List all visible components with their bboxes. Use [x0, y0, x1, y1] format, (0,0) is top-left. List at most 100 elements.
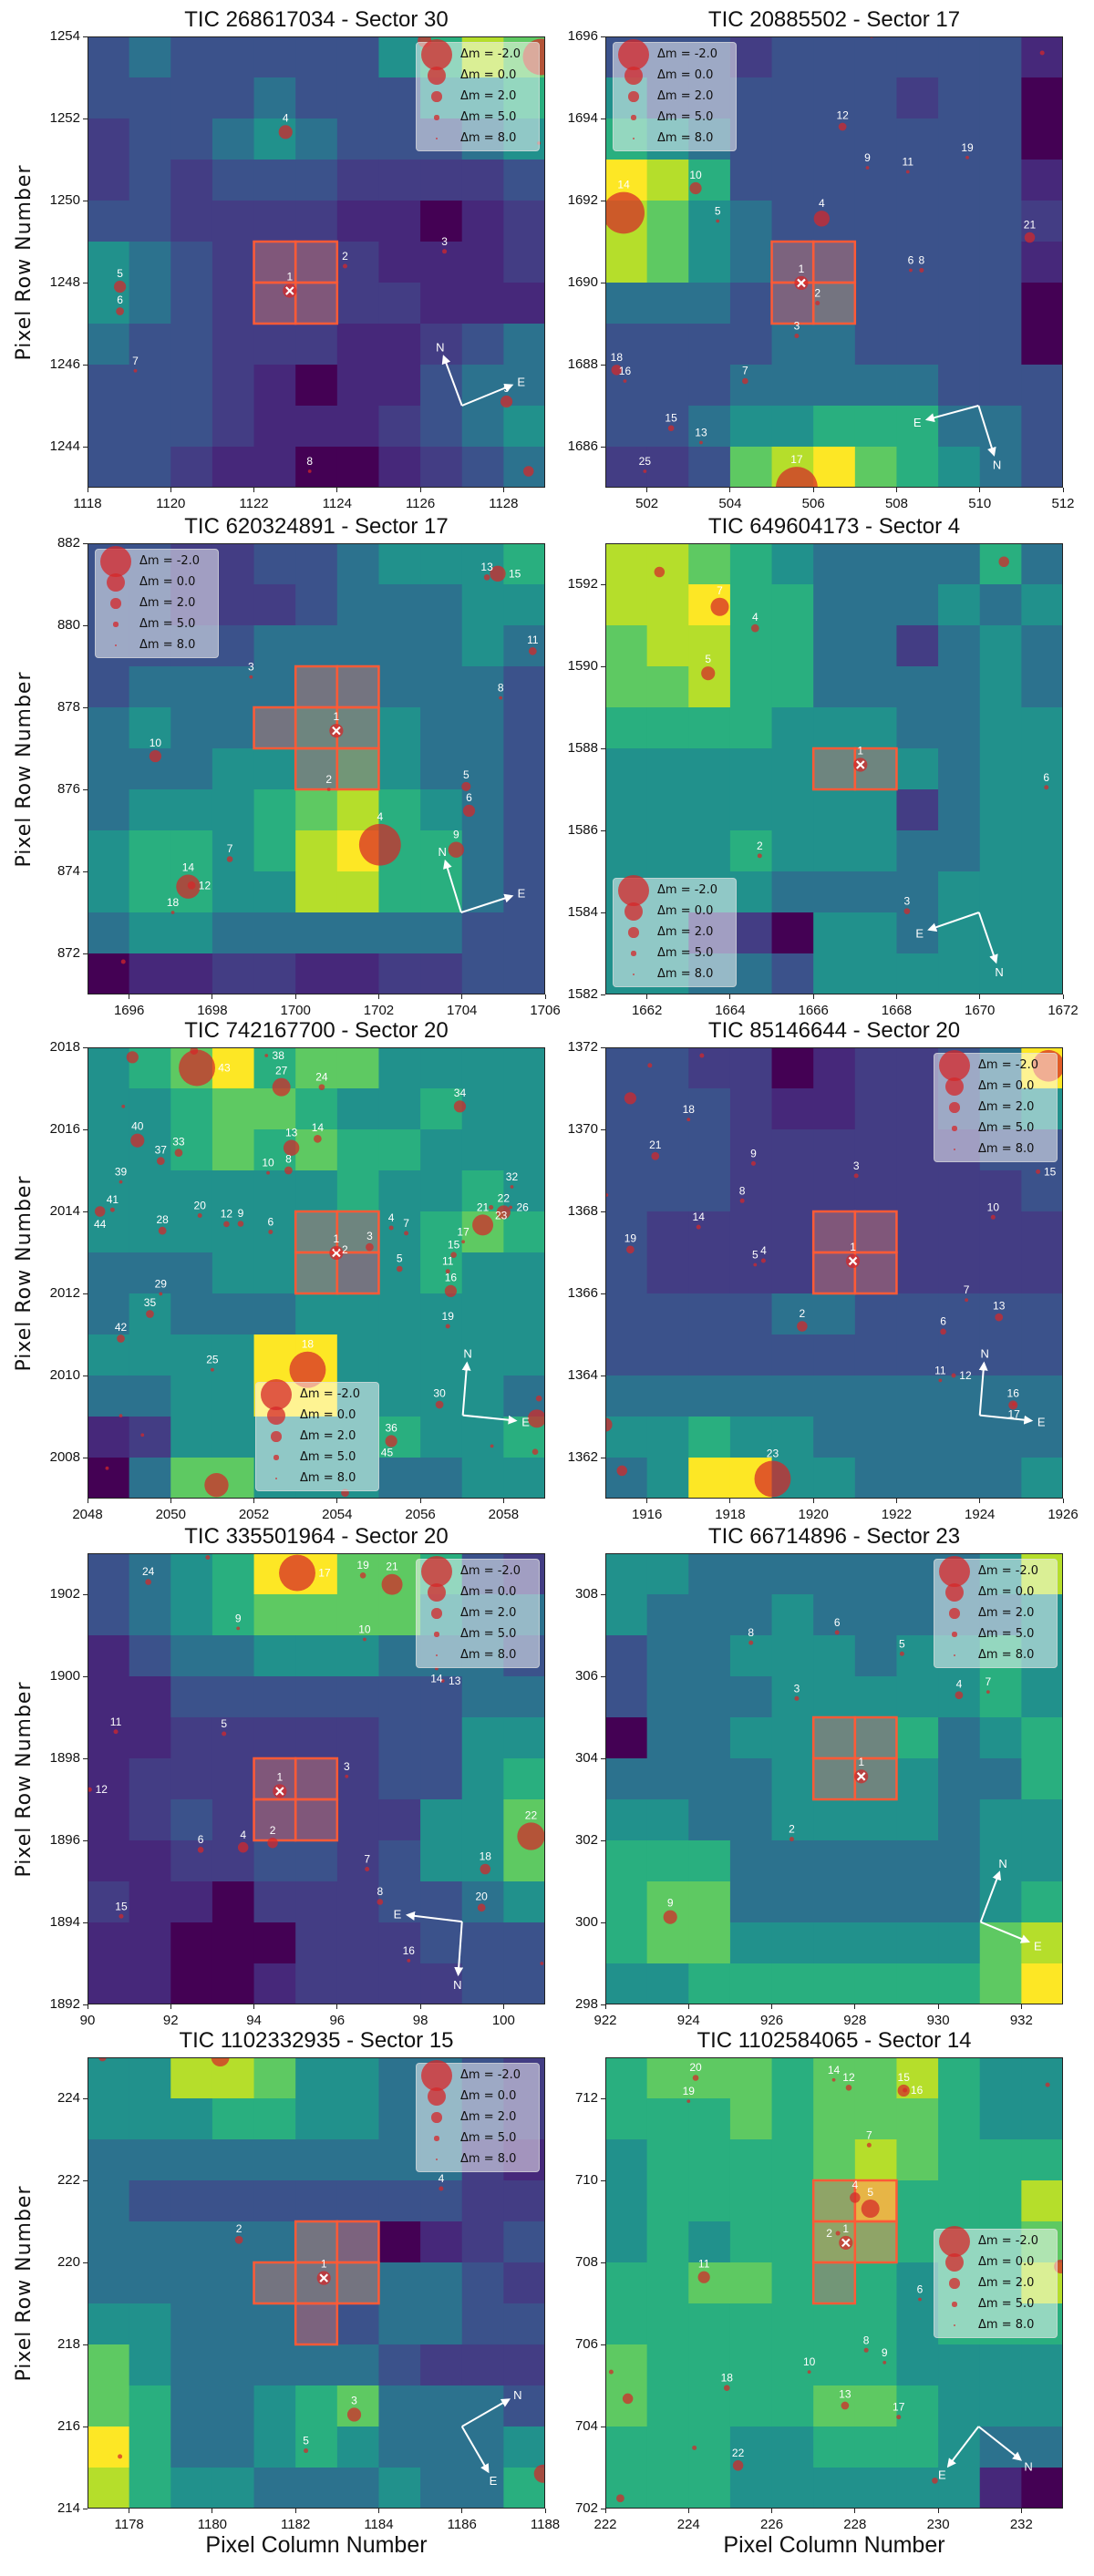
flux-pixel [420, 1717, 463, 1759]
x-tick-label: 92 [162, 2013, 179, 2028]
flux-pixel [605, 1376, 648, 1417]
y-tick-label: 1690 [567, 274, 598, 290]
flux-pixel [253, 2180, 296, 2222]
flux-pixel [88, 406, 130, 448]
y-tick-label: 1902 [49, 1586, 80, 1602]
north-arrow-icon [977, 2426, 1023, 2461]
flux-pixel [729, 1881, 773, 1923]
aperture-pixel [335, 1251, 380, 1295]
star-marker [813, 211, 831, 227]
star-marker [686, 2099, 691, 2104]
star-label: 6 [267, 1216, 274, 1229]
flux-pixel [253, 543, 296, 585]
flux-pixel [729, 1047, 773, 1089]
x-tick-label: 502 [635, 496, 659, 511]
flux-pixel [938, 365, 981, 407]
flux-pixel [129, 2468, 171, 2509]
y-tick-mark [83, 1675, 88, 1677]
y-tick-label: 1586 [567, 822, 598, 838]
flux-pixel [88, 1129, 130, 1171]
flux-pixel [813, 160, 856, 201]
flux-pixel [212, 1758, 255, 1800]
legend-entry: Δm = 5.0 [256, 1448, 378, 1468]
flux-pixel [212, 1293, 255, 1335]
flux-pixel [729, 406, 773, 448]
flux-pixel [771, 1717, 814, 1759]
flux-pixel [938, 2098, 981, 2140]
star-label: 7 [227, 842, 233, 855]
flux-pixel [854, 1417, 898, 1458]
y-tick-label: 1364 [567, 1367, 598, 1383]
flux-pixel [129, 1458, 171, 1499]
aperture-pixel [335, 706, 380, 750]
flux-pixel [896, 36, 939, 78]
legend-entry: Δm = 2.0 [934, 1097, 1057, 1118]
flux-pixel [461, 830, 504, 872]
flux-pixel [688, 242, 731, 283]
star-marker [903, 908, 911, 914]
flux-pixel [336, 912, 380, 954]
flux-pixel [688, 1717, 731, 1759]
x-tick-mark [253, 2004, 255, 2009]
tpf-panel: TIC 85146644 - Sector 20 1 2 3 4 5 6 7 8 9 10 11 12 1… [568, 1019, 1079, 1522]
legend-label: Δm = 5.0 [978, 1627, 1035, 1641]
flux-pixel [378, 1758, 421, 1800]
y-tick-label: 2010 [49, 1367, 80, 1383]
legend-entry: Δm = 2.0 [417, 1603, 539, 1624]
panel-title: TIC 20885502 - Sector 17 [707, 7, 961, 32]
flux-pixel [896, 160, 939, 201]
star-label: 14 [828, 2064, 841, 2076]
east-label: E [490, 2474, 498, 2488]
star-label: 1 [286, 270, 293, 283]
flux-pixel [896, 666, 939, 708]
y-axis-label: Pixel Row Number [13, 164, 36, 360]
flux-pixel [896, 1717, 939, 1759]
star-marker [396, 1265, 403, 1273]
star-label: 7 [132, 355, 139, 367]
legend-star-symbol [632, 137, 635, 140]
legend-entry: Δm = 0.0 [614, 66, 736, 87]
flux-pixel [129, 789, 171, 831]
flux-pixel [295, 2057, 338, 2099]
flux-pixel [854, 1376, 898, 1417]
aperture-pixel [811, 2179, 857, 2223]
flux-pixel [378, 1594, 421, 1636]
flux-pixel [129, 1334, 171, 1376]
flux-pixel [688, 201, 731, 242]
flux-pixel [129, 1088, 171, 1130]
flux-pixel [295, 2139, 338, 2181]
star-marker [159, 1292, 163, 1296]
flux-pixel [88, 830, 130, 872]
legend-star-symbol [434, 1632, 439, 1637]
flux-pixel [729, 77, 773, 119]
flux-pixel [253, 2385, 296, 2427]
star-marker [510, 1185, 514, 1189]
flux-pixel [420, 748, 463, 790]
flux-pixel [170, 2344, 213, 2386]
flux-pixel [688, 1088, 731, 1130]
legend-entry: Δm = 8.0 [934, 1139, 1057, 1160]
star-marker [94, 1206, 106, 1217]
star-label: 1 [334, 710, 340, 723]
legend-entry: Δm = 0.0 [934, 1077, 1057, 1097]
legend-entry: Δm = 5.0 [417, 1624, 539, 1645]
star-marker [919, 267, 924, 273]
panel-title: TIC 649604173 - Sector 4 [707, 514, 961, 539]
star-marker [701, 666, 716, 681]
star-marker [435, 1400, 444, 1409]
flux-pixel [88, 1635, 130, 1677]
flux-pixel [461, 1717, 504, 1759]
y-tick-label: 1362 [567, 1449, 598, 1465]
star-marker [750, 623, 759, 633]
flux-pixel [771, 1676, 814, 1718]
flux-pixel [605, 2098, 648, 2140]
y-tick-mark [83, 2179, 88, 2181]
flux-pixel [688, 1594, 731, 1636]
star-marker [204, 1472, 229, 1498]
star-label: 7 [742, 365, 748, 377]
star-marker [272, 1077, 291, 1097]
star-label: 18 [480, 1850, 492, 1863]
flux-pixel [854, 2468, 898, 2509]
y-tick-mark [83, 118, 88, 119]
star-marker [197, 1212, 202, 1219]
